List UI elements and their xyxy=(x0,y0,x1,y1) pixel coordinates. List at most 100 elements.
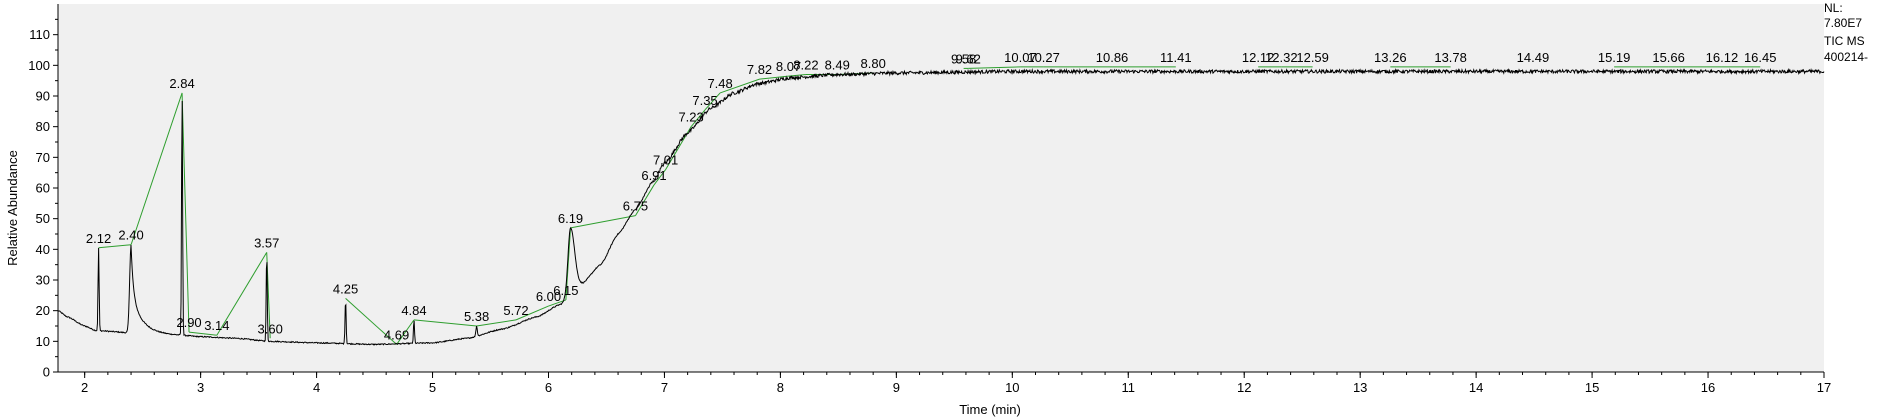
nl-label: NL: xyxy=(1824,1,1843,15)
x-tick-label: 8 xyxy=(777,380,784,395)
peak-label: 10.27 xyxy=(1027,50,1060,65)
x-tick-label: 7 xyxy=(661,380,668,395)
x-tick-label: 9 xyxy=(893,380,900,395)
peak-label: 4.69 xyxy=(384,327,409,342)
peak-label: 2.40 xyxy=(118,228,143,243)
integration-baseline xyxy=(181,92,190,333)
peak-label: 3.57 xyxy=(254,235,279,250)
peak-label: 12.12 xyxy=(1242,50,1275,65)
x-tick-label: 15 xyxy=(1585,380,1599,395)
peak-label: 2.90 xyxy=(176,315,201,330)
peak-labels: 2.12 2.40 2.84 2.90 3.14 3.57 3.60 4.25 4.69 4.84… xyxy=(86,50,1777,343)
peak-label: 2.84 xyxy=(169,76,194,91)
y-tick-label: 110 xyxy=(29,27,50,42)
y-tick-label: 80 xyxy=(36,119,50,134)
peak-label: 8.49 xyxy=(825,58,850,73)
integration-baseline xyxy=(635,184,655,216)
integration-baseline xyxy=(704,92,721,111)
peak-label: 13.26 xyxy=(1374,50,1407,65)
x-tick-label: 14 xyxy=(1469,380,1483,395)
integration-baseline xyxy=(759,75,789,80)
peak-label: 7.23 xyxy=(678,110,703,125)
y-tick-label: 100 xyxy=(28,58,50,73)
file-name: 400214- xyxy=(1824,50,1869,64)
peak-label: 16.12 xyxy=(1706,50,1739,65)
peak-label: 15.19 xyxy=(1598,50,1631,65)
integration-baseline xyxy=(515,305,549,321)
peak-label: 9.62 xyxy=(956,51,981,66)
peak-label: 14.49 xyxy=(1517,50,1550,65)
y-tick-label: 70 xyxy=(36,150,50,165)
peak-label: 10.07 xyxy=(1004,50,1037,65)
axes: 0 10 20 30 40 50 60 70 80 90 100 110 2 3 4 5 6 7 8 9 10 11 12 1… xyxy=(28,4,1831,395)
peak-label: 13.78 xyxy=(1434,50,1467,65)
x-axis-label: Time (min) xyxy=(959,402,1021,417)
peak-label: 9.58 xyxy=(951,51,976,66)
x-tick-label: 17 xyxy=(1817,380,1831,395)
integration-baseline xyxy=(565,227,572,300)
peak-label: 6.75 xyxy=(623,199,648,214)
peak-label: 6.15 xyxy=(553,283,578,298)
integration-baseline xyxy=(345,298,397,345)
integration-baseline xyxy=(719,78,760,94)
integration-baseline xyxy=(968,66,1021,69)
integration-baseline xyxy=(690,109,706,127)
trace-type: TIC MS xyxy=(1824,34,1865,48)
integration-baseline xyxy=(653,169,667,186)
x-tick-label: 11 xyxy=(1122,380,1136,395)
x-tick-label: 16 xyxy=(1701,380,1715,395)
y-tick-label: 10 xyxy=(36,334,50,349)
peak-label: 15.66 xyxy=(1652,50,1685,65)
peak-label: 6.91 xyxy=(641,168,666,183)
plot-area xyxy=(58,4,1824,372)
y-tick-label: 50 xyxy=(36,211,50,226)
peak-label: 7.01 xyxy=(653,153,678,168)
integration-baseline xyxy=(130,92,183,245)
y-axis-label: Relative Abundance xyxy=(5,150,20,266)
peak-label: 10.86 xyxy=(1096,50,1129,65)
peak-label: 8.07 xyxy=(776,59,801,74)
y-tick-label: 20 xyxy=(36,303,50,318)
y-tick-label: 60 xyxy=(36,181,50,196)
peak-label: 4.84 xyxy=(401,303,426,318)
peak-label: 11.41 xyxy=(1160,50,1192,65)
y-tick-label: 0 xyxy=(43,365,50,380)
x-tick-label: 6 xyxy=(545,380,552,395)
peak-label: 12.32 xyxy=(1265,50,1298,65)
y-tick-label: 40 xyxy=(36,242,50,257)
peak-label: 7.82 xyxy=(747,62,772,77)
peak-label: 3.14 xyxy=(204,318,229,333)
x-tick-label: 3 xyxy=(197,380,204,395)
tic-trace-line xyxy=(57,67,1825,346)
y-tick-label: 90 xyxy=(36,89,50,104)
peak-label: 5.72 xyxy=(503,303,528,318)
peak-label: 2.12 xyxy=(86,231,111,246)
peak-label: 16.45 xyxy=(1744,50,1777,65)
integration-baseline xyxy=(396,319,415,345)
nl-value: 7.80E7 xyxy=(1824,16,1863,30)
integration-baseline xyxy=(570,215,636,229)
integration-baseline xyxy=(98,244,132,249)
integration-baseline xyxy=(188,331,217,336)
peak-label: 8.22 xyxy=(793,58,818,73)
x-tick-label: 12 xyxy=(1237,380,1251,395)
x-tick-label: 13 xyxy=(1353,380,1367,395)
peak-label: 5.38 xyxy=(464,309,489,324)
y-tick-label: 30 xyxy=(36,273,50,288)
peak-label: 7.48 xyxy=(707,76,732,91)
peak-label: 12.59 xyxy=(1296,50,1329,65)
peak-label: 6.00 xyxy=(536,289,561,304)
x-tick-label: 4 xyxy=(313,380,320,395)
peak-label: 3.60 xyxy=(258,321,283,336)
x-tick-label: 2 xyxy=(81,380,88,395)
integration-baseline xyxy=(476,319,517,327)
peak-label: 7.35 xyxy=(692,93,717,108)
peak-label: 8.80 xyxy=(861,56,886,71)
peak-label: 4.25 xyxy=(333,281,358,296)
x-tick-label: 5 xyxy=(429,380,436,395)
peak-label: 6.19 xyxy=(558,211,583,226)
integration-baseline xyxy=(216,252,268,336)
x-tick-label: 10 xyxy=(1005,380,1019,395)
integration-baseline xyxy=(413,319,477,327)
